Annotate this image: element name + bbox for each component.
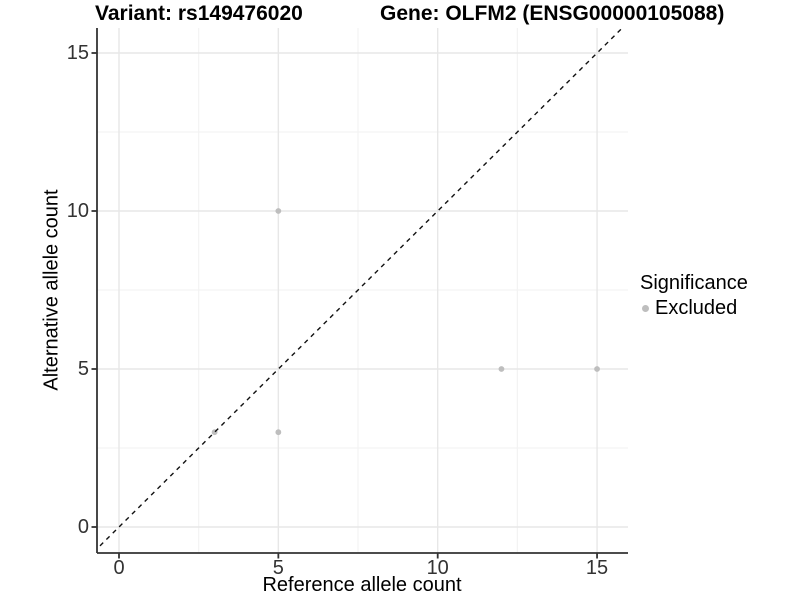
legend: Significance Excluded (640, 271, 748, 320)
x-tick-label: 10 (426, 557, 449, 579)
y-tick-label: 5 (77, 358, 89, 380)
plot-title-gene: Gene: OLFM2 (ENSG00000105088) (380, 2, 725, 25)
legend-item-label: Excluded (655, 297, 738, 319)
y-tick-label: 10 (66, 200, 89, 222)
y-tick-label: 0 (77, 516, 89, 538)
x-tick-label: 15 (585, 557, 609, 579)
y-tick-label: 15 (66, 42, 89, 64)
legend-point-icon (642, 304, 649, 312)
data-point (498, 366, 505, 372)
x-tick-label: 0 (113, 557, 125, 579)
x-tick-label: 5 (272, 557, 284, 579)
data-point (594, 366, 600, 372)
legend-item-excluded: Excluded (640, 296, 748, 320)
y-axis-title: Alternative allele count (40, 189, 63, 391)
legend-title: Significance (640, 272, 748, 294)
plot-title-variant: Variant: rs149476020 (95, 2, 303, 25)
data-point (275, 208, 282, 214)
identity-line (97, 28, 624, 550)
data-point (275, 429, 282, 436)
x-axis-title: Reference allele count (262, 574, 462, 596)
